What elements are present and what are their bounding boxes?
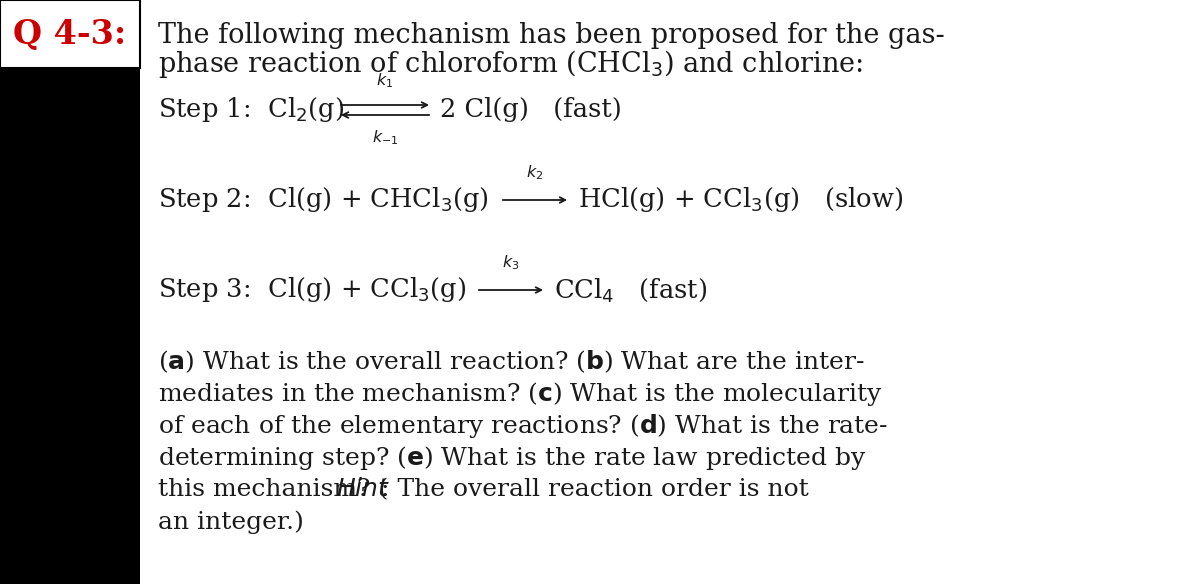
Bar bbox=[140, 68, 1200, 584]
Text: mediates in the mechanism? ($\mathbf{c}$) What is the molecularity: mediates in the mechanism? ($\mathbf{c}$… bbox=[158, 380, 883, 408]
Text: $k_1$: $k_1$ bbox=[377, 71, 394, 90]
Text: The following mechanism has been proposed for the gas-: The following mechanism has been propose… bbox=[158, 22, 944, 49]
Text: determining step? ($\mathbf{e}$) What is the rate law predicted by: determining step? ($\mathbf{e}$) What is… bbox=[158, 444, 866, 472]
Text: Step 1:  Cl$_2$(g): Step 1: Cl$_2$(g) bbox=[158, 96, 344, 124]
Text: of each of the elementary reactions? ($\mathbf{d}$) What is the rate-: of each of the elementary reactions? ($\… bbox=[158, 412, 888, 440]
Bar bbox=[0, 0, 140, 68]
Text: $k_2$: $k_2$ bbox=[527, 164, 544, 182]
Text: Step 2:  Cl(g) + CHCl$_3$(g): Step 2: Cl(g) + CHCl$_3$(g) bbox=[158, 186, 488, 214]
Text: $k_{-1}$: $k_{-1}$ bbox=[372, 128, 398, 147]
Text: ($\mathbf{a}$) What is the overall reaction? ($\mathbf{b}$) What are the inter-: ($\mathbf{a}$) What is the overall react… bbox=[158, 349, 864, 376]
Text: this mechanism? (: this mechanism? ( bbox=[158, 478, 389, 502]
Bar bbox=[0, 68, 140, 584]
Text: CCl$_4$   (fast): CCl$_4$ (fast) bbox=[554, 276, 707, 304]
Text: HCl(g) + CCl$_3$(g)   (slow): HCl(g) + CCl$_3$(g) (slow) bbox=[578, 186, 904, 214]
Text: 2 Cl(g)   (fast): 2 Cl(g) (fast) bbox=[440, 98, 622, 123]
Text: phase reaction of chloroform (CHCl$_3$) and chlorine:: phase reaction of chloroform (CHCl$_3$) … bbox=[158, 48, 863, 80]
Text: Step 3:  Cl(g) + CCl$_3$(g): Step 3: Cl(g) + CCl$_3$(g) bbox=[158, 276, 467, 304]
Text: : The overall reaction order is not: : The overall reaction order is not bbox=[382, 478, 809, 502]
Text: $k_3$: $k_3$ bbox=[503, 253, 520, 272]
Text: an integer.): an integer.) bbox=[158, 510, 304, 534]
Bar bbox=[140, 0, 1200, 68]
Text: Q 4-3:: Q 4-3: bbox=[13, 18, 127, 50]
Text: $\it{Hint}$: $\it{Hint}$ bbox=[336, 478, 390, 502]
